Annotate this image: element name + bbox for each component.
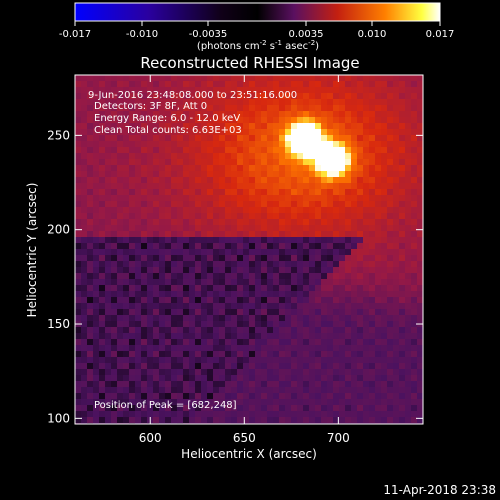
annotation-clean: Clean Total counts: 6.63E+03 [94, 125, 242, 136]
colorbar-tick-label: 0.0035 [289, 29, 324, 40]
plot-frame [74, 74, 424, 425]
colorbar-tick-label: -0.017 [59, 29, 91, 40]
colorbar-units: (photons cm-2 s-1 asec-2) [197, 39, 319, 52]
colorbar-tick-label: 0.010 [358, 29, 387, 40]
colorbar-tick-label: -0.0035 [189, 29, 228, 40]
y-axis-label: Heliocentric Y (arcsec) [25, 183, 39, 318]
colorbar-tick-label: 0.017 [426, 29, 455, 40]
annotation-time: 9-Jun-2016 23:48:08.000 to 23:51:16.000 [88, 90, 297, 101]
footer-date: 11-Apr-2018 23:38 [383, 483, 496, 497]
plot-title: Reconstructed RHESSI Image [140, 54, 359, 72]
y-tick-label: 100 [47, 411, 70, 425]
heatmap-image [75, 75, 423, 424]
axis-ticks: 600 650 700 100 150 200 250 [47, 75, 423, 445]
y-tick-label: 150 [47, 317, 70, 331]
y-tick-label: 250 [47, 128, 70, 142]
y-tick-label: 200 [47, 223, 70, 237]
x-tick-label: 700 [327, 431, 350, 445]
annotation-peak: Position of Peak = [682,248] [94, 400, 237, 411]
x-tick-label: 600 [139, 431, 162, 445]
colorbar: -0.017 -0.010 -0.0035 0.0035 0.010 0.017 (pho… [59, 2, 454, 52]
annotation-energy: Energy Range: 6.0 - 12.0 keV [94, 113, 240, 124]
annotation-detectors: Detectors: 3F 8F, Att 0 [94, 101, 207, 112]
colorbar-strip [74, 2, 441, 22]
x-axis-label: Heliocentric X (arcsec) [181, 447, 317, 461]
colorbar-tick-label: -0.010 [126, 29, 158, 40]
x-tick-label: 650 [233, 431, 256, 445]
colorbar-ticks: -0.017 -0.010 -0.0035 0.0035 0.010 0.017 [59, 21, 454, 40]
